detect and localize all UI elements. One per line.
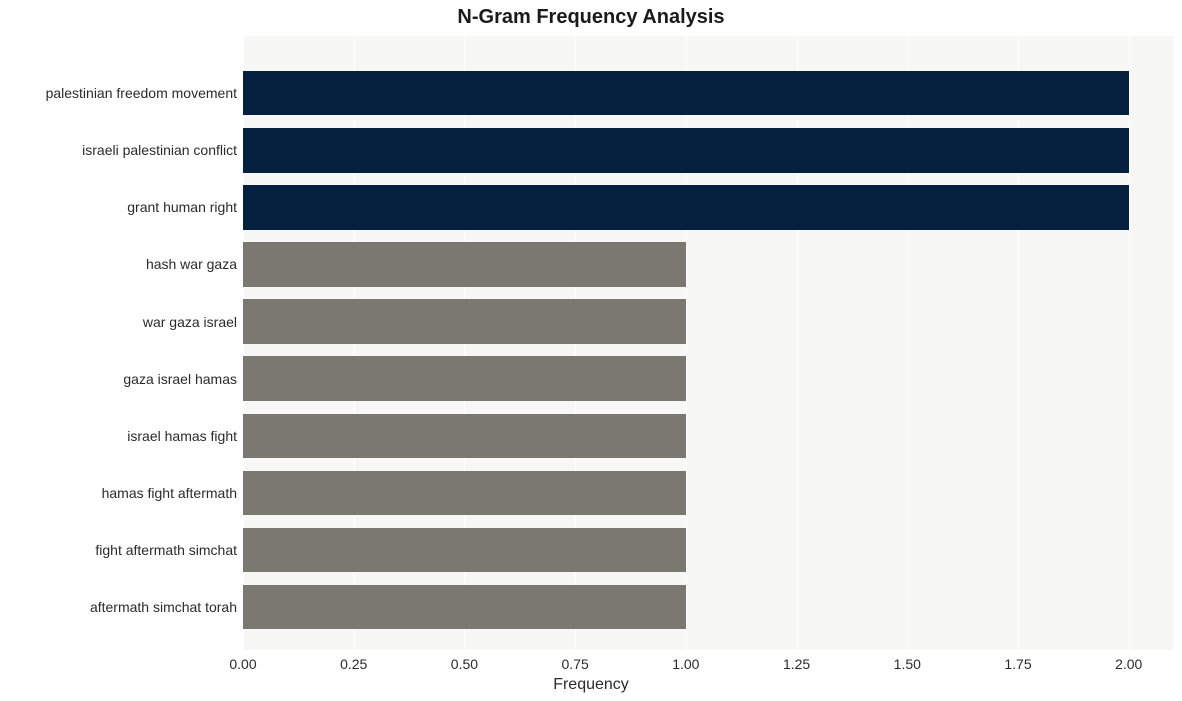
x-axis-title: Frequency — [0, 676, 1182, 694]
gridline — [1129, 36, 1130, 650]
chart-title: N-Gram Frequency Analysis — [0, 6, 1182, 29]
bar — [243, 528, 686, 573]
bar — [243, 471, 686, 516]
bar — [243, 185, 1129, 230]
y-tick-label: israeli palestinian conflict — [82, 142, 237, 158]
x-tick-label: 1.00 — [672, 656, 699, 672]
x-tick-label: 1.50 — [894, 656, 921, 672]
y-tick-label: hamas fight aftermath — [102, 485, 237, 501]
x-tick-label: 2.00 — [1115, 656, 1142, 672]
bar — [243, 585, 686, 630]
bar — [243, 414, 686, 459]
x-tick-label: 1.25 — [783, 656, 810, 672]
y-tick-label: gaza israel hamas — [123, 371, 237, 387]
x-tick-label: 0.50 — [451, 656, 478, 672]
plot-area — [243, 36, 1173, 650]
y-tick-label: fight aftermath simchat — [95, 542, 237, 558]
y-tick-label: aftermath simchat torah — [90, 599, 237, 615]
bar — [243, 242, 686, 287]
bar — [243, 71, 1129, 116]
x-tick-label: 0.75 — [562, 656, 589, 672]
bar — [243, 128, 1129, 173]
ngram-frequency-chart: N-Gram Frequency Analysis Frequency 0.00… — [0, 0, 1182, 701]
bar — [243, 299, 686, 344]
x-tick-label: 0.00 — [229, 656, 256, 672]
y-tick-label: hash war gaza — [146, 256, 237, 272]
y-tick-label: israel hamas fight — [127, 428, 237, 444]
y-tick-label: war gaza israel — [143, 314, 237, 330]
bar — [243, 356, 686, 401]
x-tick-label: 1.75 — [1004, 656, 1031, 672]
y-tick-label: palestinian freedom movement — [46, 85, 237, 101]
x-tick-label: 0.25 — [340, 656, 367, 672]
y-tick-label: grant human right — [127, 199, 237, 215]
